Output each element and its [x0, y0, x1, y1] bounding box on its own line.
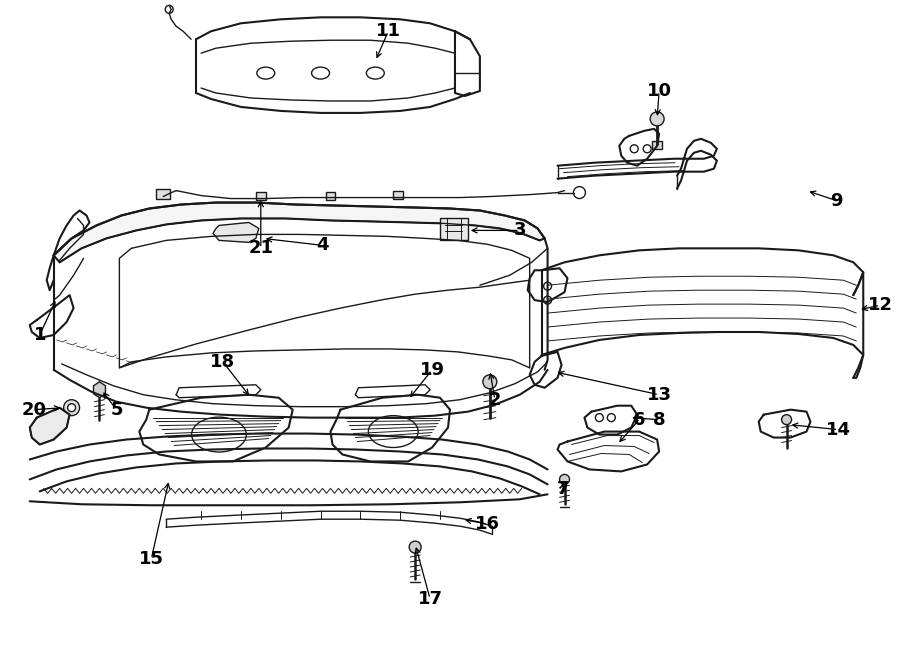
- Circle shape: [560, 475, 570, 485]
- Text: 4: 4: [316, 236, 328, 254]
- Text: 12: 12: [868, 296, 893, 314]
- Circle shape: [166, 5, 173, 13]
- Text: 5: 5: [110, 401, 122, 418]
- Circle shape: [573, 187, 585, 199]
- Text: 10: 10: [646, 82, 671, 100]
- Polygon shape: [54, 203, 544, 262]
- Text: 20: 20: [22, 401, 46, 418]
- Ellipse shape: [311, 67, 329, 79]
- Circle shape: [544, 296, 552, 304]
- Polygon shape: [213, 222, 259, 242]
- Circle shape: [544, 282, 552, 290]
- Ellipse shape: [256, 67, 274, 79]
- Ellipse shape: [192, 417, 247, 452]
- Bar: [256, 191, 266, 199]
- Circle shape: [483, 375, 497, 389]
- Text: 6: 6: [633, 410, 645, 428]
- Text: 16: 16: [475, 515, 500, 533]
- Text: 17: 17: [418, 590, 443, 608]
- Text: 1: 1: [33, 326, 46, 344]
- Bar: [393, 191, 403, 199]
- Bar: [157, 189, 170, 199]
- Circle shape: [781, 414, 792, 424]
- Text: 8: 8: [652, 410, 665, 428]
- Text: 21: 21: [248, 240, 274, 258]
- Ellipse shape: [366, 67, 384, 79]
- Bar: [440, 218, 468, 240]
- Circle shape: [410, 541, 421, 553]
- Text: 18: 18: [211, 353, 236, 371]
- Circle shape: [596, 414, 603, 422]
- Text: 3: 3: [514, 221, 526, 240]
- Ellipse shape: [368, 416, 418, 448]
- Text: 19: 19: [419, 361, 445, 379]
- Text: 2: 2: [489, 391, 501, 408]
- Text: 15: 15: [139, 550, 164, 568]
- Bar: [326, 191, 336, 199]
- Text: 11: 11: [376, 23, 400, 40]
- Circle shape: [64, 400, 79, 416]
- Circle shape: [644, 145, 652, 153]
- Circle shape: [68, 404, 76, 412]
- Polygon shape: [94, 382, 105, 398]
- Text: 9: 9: [830, 191, 842, 210]
- Polygon shape: [30, 408, 69, 444]
- Text: 7: 7: [556, 481, 569, 498]
- Circle shape: [608, 414, 616, 422]
- Bar: [652, 141, 662, 149]
- Text: 14: 14: [826, 420, 850, 439]
- Circle shape: [650, 112, 664, 126]
- Text: 13: 13: [646, 386, 671, 404]
- Circle shape: [630, 145, 638, 153]
